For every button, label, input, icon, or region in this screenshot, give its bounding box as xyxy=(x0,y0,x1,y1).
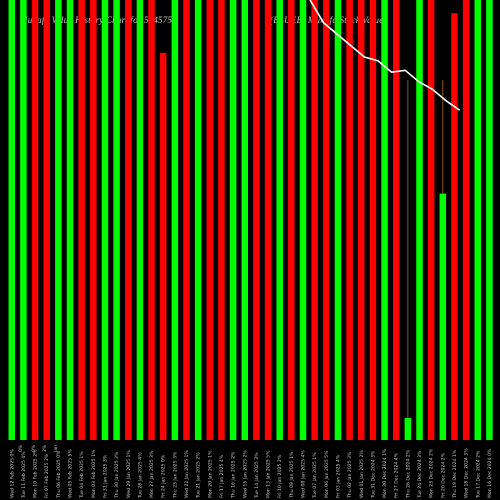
bar-17 xyxy=(206,0,214,440)
x-tick-label-5: Wed 05 Feb 2025 5% xyxy=(68,449,74,498)
x-tick-label-28: Fri 03 Jan 2025 4% xyxy=(335,454,341,498)
bar-10 xyxy=(125,0,132,440)
x-tick-label-19: Thu 16 Jan 2025 2% xyxy=(231,451,237,499)
x-tick-label-25: Wed 08 Jan 2025 4% xyxy=(301,450,307,498)
x-tick-label-22: Mon 13 Jan 2025 5% xyxy=(266,450,272,498)
x-tick-label-21: Tue 14 Jan 2025 3% xyxy=(254,452,260,499)
bar-27 xyxy=(323,0,330,440)
bar-12 xyxy=(148,0,155,440)
x-tick-label-35: Tue 24 Dec 2024 3% xyxy=(417,450,423,499)
x-tick-label-4: Thu 06 Feb 2025 0% xyxy=(56,450,62,499)
bar-24 xyxy=(288,0,295,440)
bar-1 xyxy=(20,0,27,440)
x-tick-label-16: Tue 21 Jan 2025 2% xyxy=(196,452,202,499)
bar-30 xyxy=(358,0,365,440)
bar-29 xyxy=(346,0,353,440)
x-tick-label-3: Fri 07 Feb 2025 2% xyxy=(44,453,50,498)
bar-14 xyxy=(171,0,179,440)
x-tick-label-26: Tue 07 Jan 2025 1% xyxy=(312,452,318,499)
x-tick-label-38: Thu 19 Dec 2024 1% xyxy=(452,449,458,499)
bar-25 xyxy=(299,0,307,440)
bar-6 xyxy=(78,0,85,440)
x-tick-label-17: Mon 20 Jan 2025 1% xyxy=(207,450,213,498)
bar-9 xyxy=(113,0,120,440)
x-tick-label-18: Fri 17 Jan 2025 4% xyxy=(219,454,225,498)
x-tick-label-36: Mon 23 Dec 2024 2% xyxy=(429,448,435,498)
x-tick-label-13: Fri 24 Jan 2025 0% xyxy=(161,454,167,498)
bar-40 xyxy=(474,0,481,440)
x-tick-label-33: Fri 27 Dec 2024 4% xyxy=(394,452,400,498)
bar-4 xyxy=(55,0,62,440)
x-tick-label-31: Tue 31 Dec 2024 3% xyxy=(370,450,376,499)
bar-7 xyxy=(90,0,97,440)
bar-5 xyxy=(66,0,74,440)
x-tick-label-20: Wed 15 Jan 2025 2% xyxy=(242,450,248,498)
bar-11 xyxy=(136,0,144,440)
stub-label-2: 2% xyxy=(42,444,48,452)
bar-8 xyxy=(101,0,109,440)
x-tick-label-32: Mon 30 Dec 2024 1% xyxy=(382,448,388,498)
bar-26 xyxy=(311,0,318,440)
x-tick-label-1: Tue 11 Feb 2025 4% xyxy=(21,451,27,499)
x-tick-label-29: Thu 02 Jan 2025 3% xyxy=(347,451,353,499)
x-tick-label-0: Wed 12 Feb 2025 0% xyxy=(9,449,15,498)
trend-line xyxy=(309,0,461,111)
x-tick-label-34: Thu 26 Dec 2024 2% xyxy=(405,449,411,499)
x-tick-label-14: Thu 23 Jan 2025 3% xyxy=(172,451,178,499)
x-tick-label-10: Wed 29 Jan 2025 1% xyxy=(126,450,132,498)
bar-3 xyxy=(43,0,50,440)
x-tick-label-40: Tue 17 Dec 2024 2% xyxy=(475,450,481,499)
x-tick-label-8: Fri 31 Jan 2025 3% xyxy=(102,454,108,498)
x-tick-label-9: Thu 30 Jan 2025 2% xyxy=(114,451,120,499)
bar-2 xyxy=(31,0,39,440)
bar-34 xyxy=(404,418,412,440)
bar-15 xyxy=(183,0,190,440)
bar-22 xyxy=(264,0,272,440)
x-tick-label-6: Tue 04 Feb 2025 1% xyxy=(79,451,85,499)
stub-label-0: 0% xyxy=(18,444,24,452)
x-tick-label-23: Fri 10 Jan 2025 2% xyxy=(277,454,283,498)
x-tick-label-27: Mon 06 Jan 2025 5% xyxy=(324,450,330,498)
bar-28 xyxy=(334,0,342,440)
x-tick-label-37: Fri 20 Dec 2024 2% xyxy=(440,452,446,498)
bar-21 xyxy=(253,0,260,440)
x-tick-label-41: Mon 16 Dec 2024 0% xyxy=(487,448,493,498)
bar-19 xyxy=(229,0,237,440)
x-tick-label-11: Tue 28 Jan 2025 4% xyxy=(137,452,143,499)
bar-0 xyxy=(8,0,15,440)
bar-32 xyxy=(381,0,388,440)
x-tick-label-7: Mon 03 Feb 2025 1% xyxy=(91,449,97,498)
x-tick-label-12: Mon 27 Jan 2025 3% xyxy=(149,450,155,498)
bar-37 xyxy=(439,193,447,440)
bar-18 xyxy=(218,0,225,440)
bar-33 xyxy=(392,0,400,440)
bar-16 xyxy=(194,0,202,440)
bar-38 xyxy=(451,13,458,440)
bar-41 xyxy=(486,0,493,440)
bar-39 xyxy=(462,0,470,440)
bar-31 xyxy=(369,0,377,440)
stub-label-1: 0% xyxy=(31,444,37,452)
x-tick-label-39: Wed 18 Dec 2024 3% xyxy=(464,448,470,498)
bar-35 xyxy=(416,0,423,440)
x-tick-label-24: Thu 09 Jan 2025 1% xyxy=(289,451,295,499)
stub-label-3: Jan xyxy=(53,445,59,453)
x-tick-label-15: Wed 22 Jan 2025 1% xyxy=(184,450,190,498)
x-tick-label-30: Wed 01 Jan 2025 2% xyxy=(359,450,365,498)
bar-23 xyxy=(276,0,283,440)
bar-36 xyxy=(427,0,435,440)
x-tick-label-2: Mon 10 Feb 2025 2% xyxy=(33,449,39,498)
bar-13 xyxy=(159,52,167,441)
bar-20 xyxy=(241,0,248,440)
